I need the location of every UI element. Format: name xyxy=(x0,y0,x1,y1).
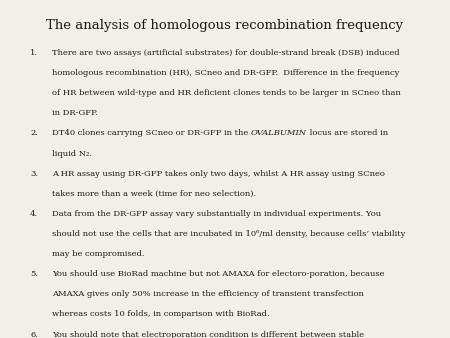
Text: whereas costs 10 folds, in comparison with BioRad.: whereas costs 10 folds, in comparison wi… xyxy=(52,310,270,318)
Text: locus are stored in: locus are stored in xyxy=(307,129,388,138)
Text: 5.: 5. xyxy=(30,270,38,278)
Text: 1.: 1. xyxy=(30,49,38,57)
Text: takes more than a week (time for neo selection).: takes more than a week (time for neo sel… xyxy=(52,190,256,198)
Text: OVALBUMIN: OVALBUMIN xyxy=(251,129,307,138)
Text: should not use the cells that are incubated in 10⁶/ml density, because cells’ vi: should not use the cells that are incuba… xyxy=(52,230,405,238)
Text: liquid N₂.: liquid N₂. xyxy=(52,149,92,158)
Text: There are two assays (artificial substrates) for double-strand break (DSB) induc: There are two assays (artificial substra… xyxy=(52,49,400,57)
Text: homologous recombination (HR), SCneo and DR-GFP.  Difference in the frequency: homologous recombination (HR), SCneo and… xyxy=(52,69,399,77)
Text: The analysis of homologous recombination frequency: The analysis of homologous recombination… xyxy=(46,19,404,31)
Text: DT40 clones carrying SCneo or DR-GFP in the: DT40 clones carrying SCneo or DR-GFP in … xyxy=(52,129,251,138)
Text: Data from the DR-GFP assay vary substantially in individual experiments. You: Data from the DR-GFP assay vary substant… xyxy=(52,210,381,218)
Text: may be compromised.: may be compromised. xyxy=(52,250,144,258)
Text: 2.: 2. xyxy=(31,129,38,138)
Text: You should use BioRad machine but not AMAXA for electoro-poration, because: You should use BioRad machine but not AM… xyxy=(52,270,384,278)
Text: AMAXA gives only 50% increase in the efficiency of transient transfection: AMAXA gives only 50% increase in the eff… xyxy=(52,290,364,298)
Text: 6.: 6. xyxy=(31,331,38,338)
Text: 3.: 3. xyxy=(30,170,38,178)
Text: A HR assay using DR-GFP takes only two days, whilst A HR assay using SCneo: A HR assay using DR-GFP takes only two d… xyxy=(52,170,385,178)
Text: in DR-GFP.: in DR-GFP. xyxy=(52,110,97,117)
Text: of HR between wild-type and HR deficient clones tends to be larger in SCneo than: of HR between wild-type and HR deficient… xyxy=(52,89,400,97)
Text: You should note that electroporation condition is different between stable: You should note that electroporation con… xyxy=(52,331,364,338)
Text: 4.: 4. xyxy=(30,210,38,218)
